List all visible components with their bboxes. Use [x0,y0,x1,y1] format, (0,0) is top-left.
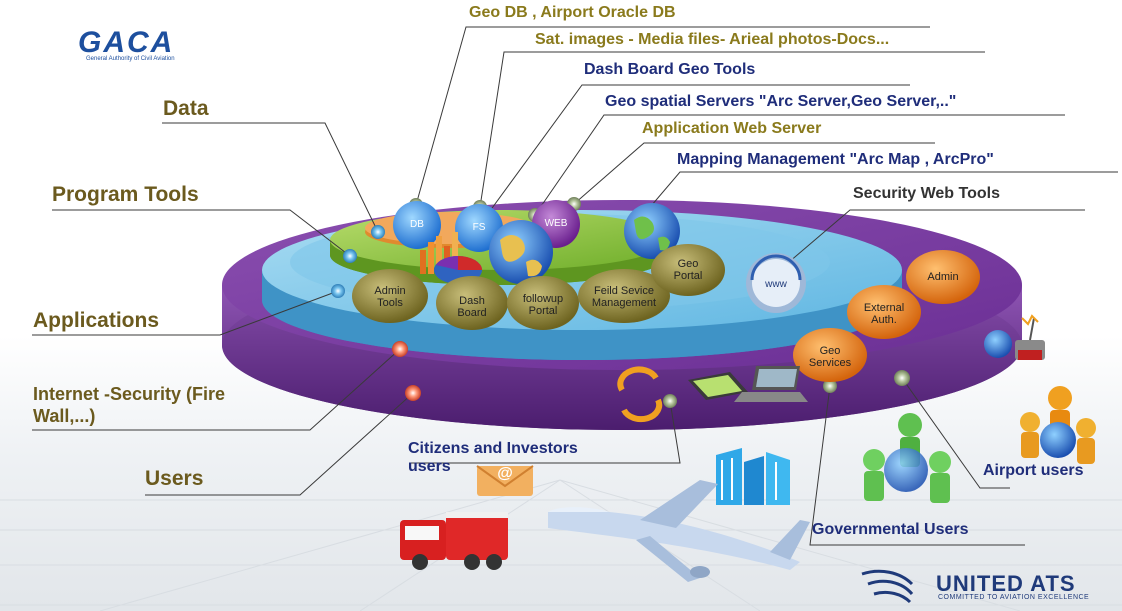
label-mapping-management: Mapping Management "Arc Map , ArcPro" [677,151,994,168]
node-label-dash-board-line1: Dash [459,295,485,307]
node-label-field-service: Feild Sevice Management [580,285,668,309]
email-at-symbol: @ [497,465,513,482]
laptop-icon [734,366,808,402]
label-governmental-users: Governmental Users [812,521,969,538]
label-geo-db: Geo DB , Airport Oracle DB [469,4,676,21]
label-security-web-tools: Security Web Tools [853,185,1000,202]
admin-tools-node [352,269,428,323]
email-icon [476,465,534,496]
admin-node [906,250,980,304]
node-label-external-auth: External Auth. [854,302,914,326]
node-label-field-service-line1: Feild Sevice [594,285,654,297]
node-label-followup-line1: followup [522,293,564,305]
node-label-www: www [765,279,787,290]
united-ats-logo-text: UNITED ATS [936,571,1076,596]
external-auth-node [847,285,921,339]
label-citizens-investors-2: users [408,458,451,475]
node-label-admin-tools-line2: Tools [377,297,403,309]
label-internet-security-1: Internet -Security (Fire [33,384,226,404]
gaca-logo: GACA General Authority of Civil Aviation [0,0,256,94]
geo-portal-node [651,244,725,296]
node-label-followup-line2: Portal [528,305,558,317]
followup-portal-node [507,276,579,330]
field-service-node [578,269,670,323]
node-label-geo-services-line1: Geo [819,345,841,357]
node-label-geo-portal-line2: Portal [673,270,703,282]
node-label-dash-board-line2: Board [457,307,487,319]
geo-services-node [793,328,867,382]
tablet-icon [688,372,748,400]
united-ats-logo-mark [861,569,914,604]
buildings-icon [716,448,790,505]
node-label-web: WEB [544,218,568,229]
label-data: Data [163,97,209,120]
node-label-db: DB [410,219,424,230]
node-label-geo-portal: Geo Portal [658,258,718,282]
gaca-logo-subtitle: General Authority of Civil Aviation [86,56,175,62]
node-label-field-service-line2: Management [591,297,657,309]
label-application-web-server: Application Web Server [642,120,822,137]
fire-truck-icon [400,512,508,570]
label-internet-security-2: Wall,...) [33,406,96,426]
node-label-geo-portal-line1: Geo [677,258,699,270]
airplane-icon [548,480,810,582]
node-label-admin: Admin [927,271,959,283]
refresh-icon [617,366,663,423]
label-airport-users: Airport users [983,462,1084,479]
mapping-globe-icon [624,203,680,259]
dash-board-node [436,276,508,330]
node-label-external-auth-line2: Auth. [871,314,897,326]
label-sat-images: Sat. images - Media files- Arieal photos… [535,31,890,48]
node-label-geo-services: Geo Services [800,345,860,369]
label-applications: Applications [33,309,160,332]
gaca-logo-text: GACA [78,26,175,59]
node-label-geo-services-line2: Services [808,357,852,369]
label-users: Users [145,467,204,490]
db-node [393,201,441,249]
label-geo-spatial-servers: Geo spatial Servers "Arc Server,Geo Serv… [605,93,957,110]
airport-users-icon [1020,386,1096,464]
node-label-dash-board: Dash Board [442,295,502,319]
label-dashboard-geo-tools: Dash Board Geo Tools [584,61,756,78]
node-label-admin-tools-line1: Admin [374,285,406,297]
label-program-tools: Program Tools [52,183,199,206]
node-label-external-auth-line1: External [863,302,905,314]
label-citizens-investors-1: Citizens and Investors [408,440,578,457]
united-ats-tagline: COMMITTED TO AVIATION EXCELLENCE [938,594,1090,601]
node-label-fs: FS [472,222,486,233]
firewall-icon [984,314,1045,360]
governmental-users-icon [863,413,951,503]
node-label-followup-portal: followup Portal [510,293,576,317]
fs-node [455,204,503,252]
node-label-admin-tools: Admin Tools [360,285,420,309]
dashboard-globe-icon [489,220,553,284]
www-icon [746,253,806,313]
